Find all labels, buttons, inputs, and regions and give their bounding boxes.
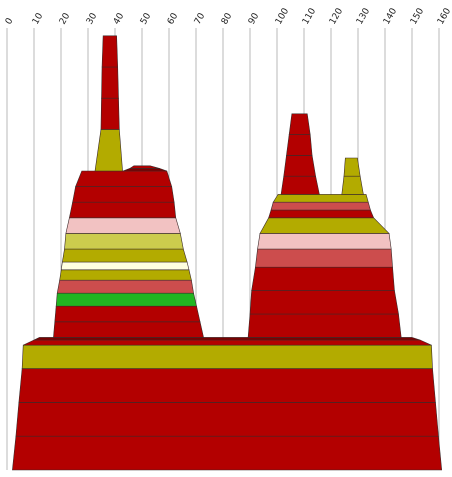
band xyxy=(255,248,393,268)
x-tick-label: 40 xyxy=(112,11,127,26)
band xyxy=(53,321,204,338)
band xyxy=(280,175,320,195)
shape-right-peak xyxy=(247,194,402,338)
x-tick-label: 160 xyxy=(436,6,452,26)
x-tick-label: 150 xyxy=(409,6,426,26)
band xyxy=(59,269,192,281)
band xyxy=(15,402,439,437)
band xyxy=(101,35,119,68)
shape-right-small-spire xyxy=(341,157,364,195)
band xyxy=(60,261,190,271)
band xyxy=(75,170,173,187)
band xyxy=(56,279,194,294)
band xyxy=(12,435,443,471)
x-tick-label: 140 xyxy=(382,6,399,26)
band xyxy=(249,290,399,315)
x-tick-label: 110 xyxy=(301,6,318,26)
shape-base xyxy=(12,337,443,471)
band xyxy=(251,266,395,291)
band xyxy=(21,344,433,369)
band xyxy=(341,175,364,195)
band xyxy=(72,186,175,203)
band xyxy=(259,217,390,234)
shape-left-peak xyxy=(53,170,204,338)
band xyxy=(288,113,311,135)
x-tick-label: 120 xyxy=(328,6,345,26)
x-tick-label: 20 xyxy=(58,11,73,26)
band xyxy=(343,157,361,177)
band xyxy=(54,305,201,323)
x-tick-label: 0 xyxy=(4,16,16,26)
band xyxy=(61,248,188,263)
band xyxy=(100,97,120,130)
x-tick-label: 10 xyxy=(31,11,46,26)
x-tick-label: 130 xyxy=(355,6,372,26)
band xyxy=(272,194,369,203)
band xyxy=(101,66,119,99)
band xyxy=(64,233,184,250)
band xyxy=(257,233,392,250)
band xyxy=(65,217,181,234)
band xyxy=(23,339,432,346)
shape-left-peak-shoulder xyxy=(122,165,167,172)
band xyxy=(270,201,371,211)
shape-left-spire xyxy=(94,35,123,172)
band xyxy=(247,313,402,338)
band xyxy=(286,134,313,156)
x-tick-label: 50 xyxy=(139,11,154,26)
x-tick-label: 90 xyxy=(247,11,262,26)
x-tick-label: 30 xyxy=(85,11,100,26)
x-tick-label: 80 xyxy=(220,11,235,26)
band xyxy=(122,168,167,172)
band xyxy=(55,292,197,307)
band xyxy=(94,129,123,172)
x-tick-label: 100 xyxy=(274,6,291,26)
x-tick-label: 70 xyxy=(193,11,208,26)
band xyxy=(268,209,375,219)
band xyxy=(33,337,421,341)
band xyxy=(18,368,436,403)
band xyxy=(128,165,160,169)
x-tick-label: 60 xyxy=(166,11,181,26)
band xyxy=(283,155,316,177)
stacked-bands xyxy=(12,35,443,471)
x-tick-labels: 0 10 20 30 40 50 60 70 80 90 100 110 120 130 140 150 160 xyxy=(4,6,452,26)
shape-right-spire xyxy=(280,113,320,195)
band xyxy=(69,201,177,219)
